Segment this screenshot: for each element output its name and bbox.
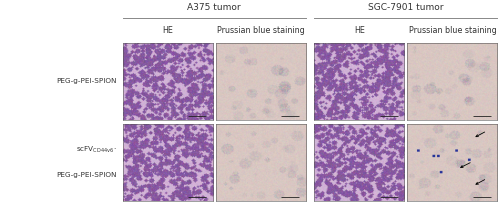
Text: HE: HE: [162, 26, 173, 35]
Text: HE: HE: [354, 26, 364, 35]
Text: PEG-g-PEI-SPION: PEG-g-PEI-SPION: [56, 78, 116, 84]
Text: Prussian blue staining: Prussian blue staining: [217, 26, 304, 35]
Text: SGC-7901 tumor: SGC-7901 tumor: [368, 3, 444, 12]
Text: Prussian blue staining: Prussian blue staining: [408, 26, 496, 35]
Text: PEG-g-PEI-SPION: PEG-g-PEI-SPION: [56, 172, 116, 178]
Text: A375 tumor: A375 tumor: [188, 3, 241, 12]
Text: $\mathsf{scFV_{CD44v6}}$·: $\mathsf{scFV_{CD44v6}}$·: [76, 145, 116, 155]
